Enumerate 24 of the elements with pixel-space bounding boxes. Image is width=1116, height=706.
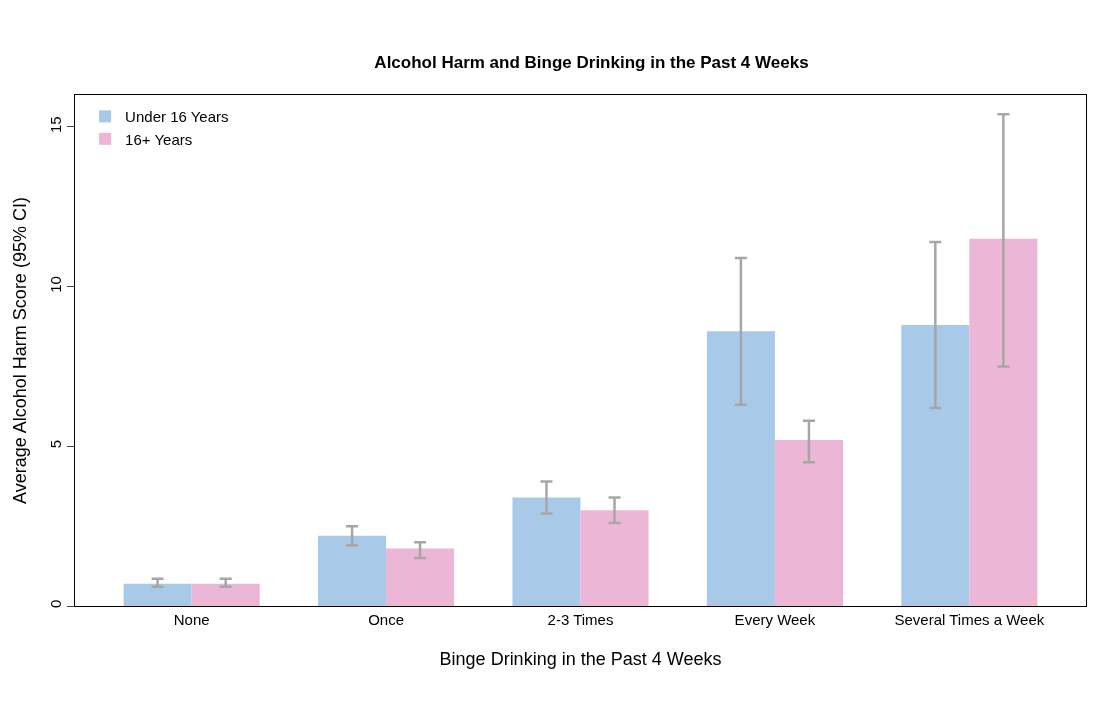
bar [123,583,192,606]
bar [774,439,843,606]
bar [969,238,1038,606]
bar [512,497,581,606]
x-tick-label: Several Times a Week [894,611,1045,628]
y-axis-title: Average Alcohol Harm Score (95% CI) [10,197,31,504]
y-tick-label: 5 [47,439,64,449]
bar [706,331,775,606]
x-tick-label: Every Week [734,611,816,628]
bar [318,535,387,606]
y-tick-label: 0 [47,599,64,608]
bar [191,583,260,606]
chart-title: Alcohol Harm and Binge Drinking in the Past 4 Weeks [374,53,809,73]
x-tick-label: 2-3 Times [547,611,614,628]
x-tick-label: None [173,611,210,628]
x-tick-label: Once [368,611,405,628]
bar [901,324,970,606]
y-tick-label: 10 [47,276,64,293]
x-axis-title: Binge Drinking in the Past 4 Weeks [439,649,722,670]
bar [386,548,455,606]
legend-label: Under 16 Years [125,108,229,126]
bar [580,510,649,606]
legend-label: 16+ Years [125,130,193,148]
y-tick-label: 15 [47,116,64,134]
